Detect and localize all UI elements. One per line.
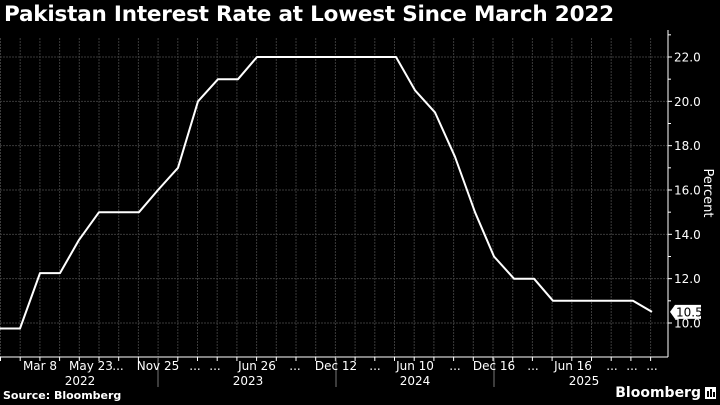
svg-text:16.0: 16.0 xyxy=(674,184,701,198)
svg-text:Mar 8: Mar 8 xyxy=(23,359,57,373)
svg-text:...: ... xyxy=(449,359,460,373)
svg-text:Nov 25: Nov 25 xyxy=(137,359,180,373)
svg-text:22.0: 22.0 xyxy=(674,51,701,65)
source-note: Source: Bloomberg xyxy=(3,389,122,402)
svg-text:2022: 2022 xyxy=(65,374,96,388)
svg-text:2024: 2024 xyxy=(400,374,431,388)
svg-text:12.0: 12.0 xyxy=(674,272,701,286)
chart-axes xyxy=(0,30,672,387)
svg-text:14.0: 14.0 xyxy=(674,228,701,242)
brand-logo: Bloomberg xyxy=(615,385,716,401)
svg-text:Jun 16: Jun 16 xyxy=(553,359,592,373)
svg-text:Jun 10: Jun 10 xyxy=(395,359,434,373)
svg-text:...: ... xyxy=(189,359,200,373)
svg-text:...: ... xyxy=(606,359,617,373)
chart-title: Pakistan Interest Rate at Lowest Since M… xyxy=(4,2,614,27)
chart-series xyxy=(0,56,653,330)
svg-text:...: ... xyxy=(112,359,123,373)
brand-name: Bloomberg xyxy=(615,385,701,401)
svg-text:...: ... xyxy=(209,359,220,373)
svg-text:18.0: 18.0 xyxy=(674,139,701,153)
svg-text:2023: 2023 xyxy=(233,374,264,388)
chart-labels: 10.0 12.0 14.0 16.0 18.0 20.0 22.0 Percent 10.5 M… xyxy=(23,51,715,389)
chart-grid xyxy=(0,38,668,357)
svg-text:...: ... xyxy=(289,359,300,373)
svg-text:20.0: 20.0 xyxy=(674,95,701,109)
svg-text:10.5: 10.5 xyxy=(676,305,703,319)
svg-text:...: ... xyxy=(646,359,657,373)
svg-text:10.0: 10.0 xyxy=(674,317,701,331)
svg-text:2025: 2025 xyxy=(569,374,600,388)
bloomberg-logo-icon xyxy=(705,387,716,399)
last-value-tag: 10.5 xyxy=(670,304,703,319)
svg-text:...: ... xyxy=(527,359,538,373)
svg-text:...: ... xyxy=(626,359,637,373)
svg-text:Percent: Percent xyxy=(700,169,715,218)
svg-text:Dec 16: Dec 16 xyxy=(473,359,515,373)
svg-text:Dec 12: Dec 12 xyxy=(315,359,357,373)
svg-text:Jun 26: Jun 26 xyxy=(237,359,276,373)
svg-text:May 23: May 23 xyxy=(69,359,113,373)
svg-text:...: ... xyxy=(369,359,380,373)
